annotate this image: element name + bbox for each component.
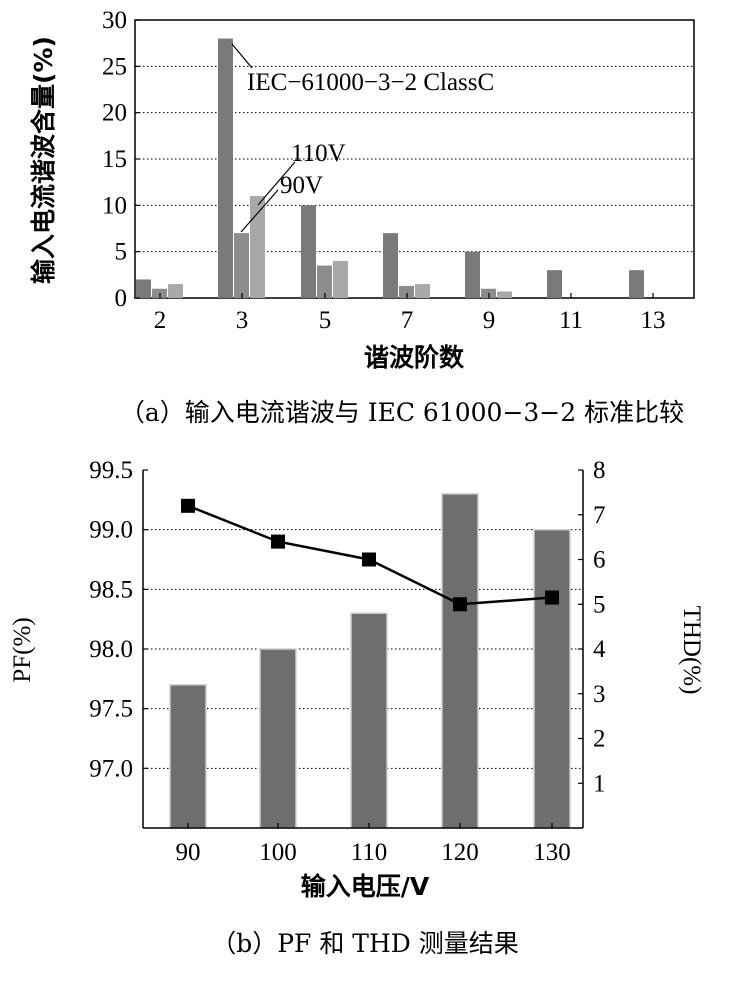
chart-a-bar bbox=[218, 38, 233, 299]
chart-b-x-tick-label: 130 bbox=[533, 839, 571, 866]
chart-a-bar bbox=[629, 270, 644, 298]
chart-a-bars bbox=[136, 38, 644, 299]
chart-a-y-tick-label: 20 bbox=[102, 100, 127, 127]
chart-b-x-axis-label: 输入电压/V bbox=[301, 872, 430, 901]
chart-a-bar bbox=[333, 260, 348, 298]
chart-a-x-axis-label: 谐波阶数 bbox=[364, 343, 465, 372]
chart-b-x-tick-label: 90 bbox=[176, 839, 201, 866]
chart-a-x-tick-label: 13 bbox=[641, 307, 666, 334]
chart-b-left-tick-label: 98.5 bbox=[89, 576, 133, 603]
chart-a-annotation-leader-iec bbox=[231, 43, 253, 69]
chart-b-right-ticks: 8 7 6 5 4 3 2 1 bbox=[578, 457, 606, 797]
chart-a-bar bbox=[383, 233, 398, 298]
chart-b-thd-marker bbox=[362, 552, 376, 567]
chart-a-bar bbox=[465, 251, 480, 298]
chart-b-left-axis-label: PF(%) bbox=[9, 617, 36, 682]
chart-a-annotation-leader-90v bbox=[240, 189, 279, 233]
chart-b-right-tick-label: 2 bbox=[593, 726, 606, 753]
chart-b-pf-bar bbox=[533, 528, 571, 829]
chart-b-right-tick-label: 3 bbox=[593, 681, 606, 708]
chart-b-thd-marker bbox=[271, 534, 285, 549]
chart-a-bar bbox=[168, 284, 183, 298]
chart-a-bar bbox=[415, 284, 430, 298]
chart-b-x-tick-label: 100 bbox=[259, 839, 297, 866]
chart-b-right-axis-label: THD(%) bbox=[678, 606, 705, 695]
chart-b-left-tick-label: 99.0 bbox=[89, 517, 133, 544]
chart-b-bars bbox=[169, 493, 571, 829]
chart-a-bar bbox=[250, 196, 265, 298]
chart-a-x-tick-label: 5 bbox=[319, 307, 332, 334]
chart-a-y-tick-label: 15 bbox=[102, 146, 127, 173]
chart-b-right-tick-label: 6 bbox=[593, 547, 606, 574]
chart-a-y-ticks: 0 5 10 15 20 25 30 bbox=[102, 7, 140, 312]
chart-b-thd-line bbox=[181, 498, 559, 612]
chart-b-x-tick-label: 110 bbox=[351, 839, 388, 866]
chart-a-annotation-leader-110v bbox=[257, 161, 296, 206]
chart-b-right-tick-label: 1 bbox=[593, 770, 606, 797]
chart-a-annotation-110v: 110V bbox=[291, 140, 346, 167]
chart-b-thd-marker bbox=[181, 498, 195, 513]
chart-a-bar bbox=[301, 205, 316, 298]
chart-b-left-ticks: 99.5 99.0 98.5 98.0 97.5 97.0 bbox=[89, 457, 148, 782]
chart-a-bar bbox=[234, 233, 249, 298]
chart-a-y-tick-label: 10 bbox=[102, 192, 127, 219]
chart-a-bar bbox=[497, 291, 512, 298]
chart-a-y-tick-label: 25 bbox=[102, 53, 127, 80]
chart-b: 99.5 99.0 98.5 98.0 97.5 97.0 8 7 6 5 4 3 2 1 90 100 1… bbox=[9, 457, 705, 958]
chart-a-x-tick-label: 11 bbox=[559, 307, 583, 334]
chart-a-bar bbox=[317, 265, 332, 298]
chart-b-right-tick-label: 8 bbox=[593, 457, 606, 484]
chart-b-caption: （b）PF 和 THD 测量结果 bbox=[211, 929, 519, 958]
chart-b-x-ticks: 90 100 110 120 130 bbox=[176, 823, 571, 866]
chart-a-x-tick-label: 7 bbox=[401, 307, 414, 334]
chart-b-left-tick-label: 99.5 bbox=[89, 457, 133, 484]
chart-b-thd-marker bbox=[545, 590, 559, 605]
chart-a-bar bbox=[547, 270, 562, 298]
chart-a-y-tick-label: 0 bbox=[115, 285, 128, 312]
chart-a-y-tick-label: 30 bbox=[102, 7, 127, 34]
chart-a: 0 5 10 15 20 25 30 2 3 5 7 9 11 13 IEC−61000−3−2 Cla… bbox=[29, 7, 695, 427]
chart-a-y-tick-label: 5 bbox=[115, 239, 128, 266]
chart-b-right-tick-label: 7 bbox=[593, 502, 606, 529]
chart-a-caption: （a）输入电流谐波与 IEC 61000−3−2 标准比较 bbox=[120, 398, 684, 427]
chart-a-bar bbox=[136, 279, 151, 298]
chart-b-thd-marker bbox=[453, 597, 467, 612]
chart-b-right-tick-label: 4 bbox=[593, 636, 606, 663]
chart-a-x-tick-label: 2 bbox=[154, 307, 167, 334]
chart-b-left-tick-label: 97.5 bbox=[89, 696, 133, 723]
chart-a-annotation-90v: 90V bbox=[280, 172, 323, 199]
chart-a-bar bbox=[399, 285, 414, 298]
chart-b-pf-bar bbox=[169, 684, 207, 829]
chart-a-x-tick-label: 3 bbox=[236, 307, 249, 334]
chart-a-x-ticks: 2 3 5 7 9 11 13 bbox=[154, 293, 666, 334]
chart-b-pf-bar bbox=[441, 493, 479, 829]
chart-a-y-axis-label: 输入电流谐波含量(%) bbox=[29, 36, 58, 284]
chart-a-annotation-iec: IEC−61000−3−2 ClassC bbox=[247, 69, 494, 96]
chart-b-pf-bar bbox=[350, 612, 388, 829]
chart-a-x-tick-label: 9 bbox=[483, 307, 496, 334]
chart-b-pf-bar bbox=[259, 648, 297, 829]
chart-b-left-tick-label: 98.0 bbox=[89, 636, 133, 663]
chart-b-right-tick-label: 5 bbox=[593, 591, 606, 618]
chart-b-left-tick-label: 97.0 bbox=[89, 755, 133, 782]
chart-b-x-tick-label: 120 bbox=[441, 839, 479, 866]
